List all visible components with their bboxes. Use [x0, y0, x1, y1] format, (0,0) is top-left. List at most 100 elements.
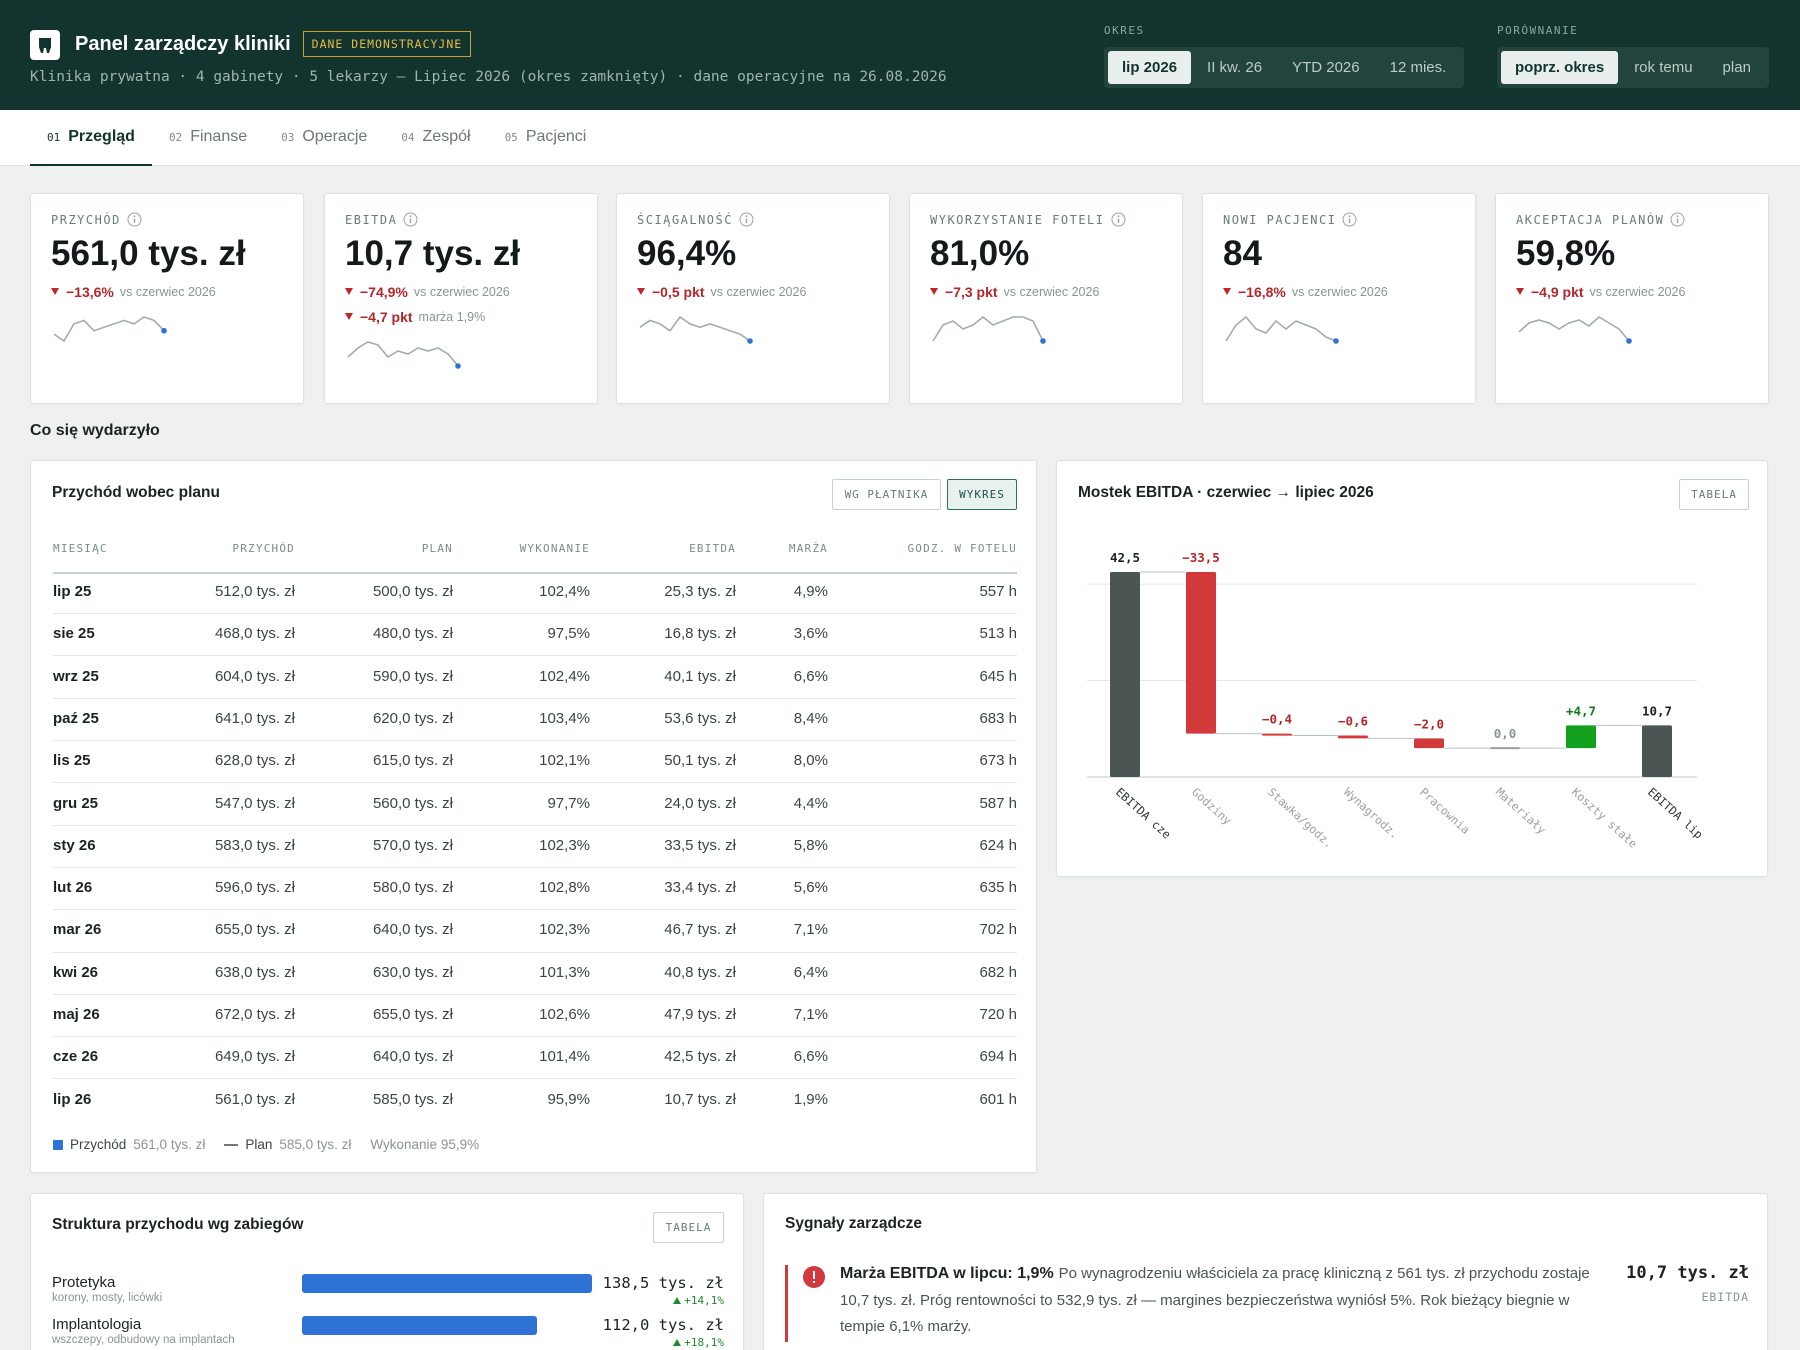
- info-dot: [1117, 215, 1119, 218]
- delta-value: −74,9%: [360, 284, 408, 300]
- sparkline: [932, 315, 1046, 344]
- table-cell: 3,6%: [793, 625, 828, 643]
- sparkline: [53, 316, 167, 343]
- table-cell: 46,7 tys. zł: [664, 921, 736, 939]
- tab-label: Zespół: [422, 128, 471, 145]
- waterfall-bar: [1642, 725, 1672, 777]
- alert-stem: [813, 1271, 815, 1279]
- segment-option[interactable]: YTD 2026: [1292, 59, 1360, 76]
- kpi-delta: −16,8% vs czerwiec 2026: [1223, 284, 1388, 300]
- revenue-bar: [302, 1274, 592, 1293]
- tab[interactable]: 02 Finanse: [152, 110, 264, 164]
- info-icon: [403, 212, 418, 227]
- legend-value: 561,0 tys. zł: [133, 1137, 206, 1152]
- kpi-label: ŚCIĄGALNOŚĆ: [637, 212, 733, 227]
- header-rule: [53, 572, 1017, 574]
- row-month: kwi 26: [53, 963, 99, 981]
- panel-button[interactable]: TABELA: [653, 1212, 724, 1243]
- waterfall-bar: [1414, 738, 1444, 749]
- table-cell: 33,4 tys. zł: [664, 879, 736, 897]
- table-cell: 683 h: [979, 709, 1017, 727]
- item-description: korony, mosty, licówki: [52, 1292, 163, 1304]
- header: Panel zarządczy kliniki DANE DEMONSTRACYJ…: [0, 0, 1800, 110]
- kpi-label: WYKORZYSTANIE FOTELI: [930, 212, 1105, 227]
- row-month: gru 25: [53, 794, 99, 812]
- segment-option[interactable]: rok temu: [1634, 59, 1693, 76]
- delta-value: −4,7 pkt: [360, 309, 413, 325]
- category-label: Godziny: [1189, 785, 1234, 828]
- row-month: mar 26: [53, 921, 102, 939]
- info-dot: [1349, 215, 1351, 218]
- signal-body: Po wynagrodzeniu właściciela za pracę kl…: [840, 1265, 1590, 1335]
- down-arrow-shape: [1516, 288, 1524, 295]
- kpi-card: AKCEPTACJA PLANÓW 59,8% −4,9 pkt vs czerwie…: [1495, 193, 1769, 404]
- kpi-value: 96,4%: [637, 234, 737, 273]
- down-arrow: [1516, 288, 1524, 295]
- bar-value-label: −33,5: [1182, 550, 1220, 565]
- kpi-card: WYKORZYSTANIE FOTELI 81,0% −7,3 pkt vs czer…: [909, 193, 1183, 404]
- panel-title: Przychód wobec planu: [52, 484, 220, 501]
- panel-button[interactable]: WYKRES: [947, 479, 1017, 510]
- table-cell: 655,0 tys. zł: [372, 1006, 453, 1023]
- table-cell: 7,1%: [793, 921, 828, 939]
- segment-option[interactable]: plan: [1722, 59, 1751, 76]
- table-cell: 560,0 tys. zł: [372, 794, 453, 812]
- kpi-label-row: PRZYCHÓD: [51, 212, 142, 227]
- row-rule: [53, 866, 1017, 868]
- sparkline-last-point: [1040, 338, 1046, 344]
- table-cell: 682 h: [979, 963, 1017, 981]
- info-circle: [739, 212, 754, 227]
- panel-button[interactable]: TABELA: [1679, 479, 1749, 510]
- table-cell: 1,9%: [793, 1090, 828, 1108]
- legend-execution: Wykonanie 95,9%: [370, 1137, 480, 1152]
- subtitle: Klinika prywatna · 4 gabinety · 5 lekarz…: [30, 69, 947, 85]
- table-cell: 102,6%: [539, 1006, 590, 1023]
- table-cell: 6,6%: [793, 1048, 828, 1066]
- sparkline: [347, 341, 461, 369]
- segment-option[interactable]: lip 2026: [1108, 51, 1192, 84]
- tab[interactable]: 03 Operacje: [264, 110, 384, 164]
- segmented-control: lip 2026 II kw. 26 YTD 2026 12 mies.: [1104, 47, 1465, 88]
- delta-note: vs czerwiec 2026: [413, 285, 510, 299]
- table-cell: 587 h: [979, 794, 1017, 812]
- segment-label: PORÓWNANIE: [1497, 24, 1579, 37]
- down-arrow: [1223, 288, 1231, 295]
- demo-badge: DANE DEMONSTRACYJNE: [302, 31, 472, 57]
- sparkline-line: [53, 316, 165, 343]
- kpi-label-row: NOWI PACJENCI: [1223, 212, 1357, 227]
- table-cell: 6,6%: [793, 667, 828, 685]
- kpi-card: EBITDA 10,7 tys. zł −74,9% vs czerwiec 2026…: [324, 193, 598, 404]
- table-cell: 615,0 tys. zł: [372, 752, 453, 770]
- ebitda-bridge-panel: Mostek EBITDA · czerwiec → lipiec 2026 TA…: [1056, 460, 1768, 877]
- up-arrow: [673, 1339, 682, 1346]
- tab[interactable]: 05 Pacjenci: [488, 110, 604, 164]
- panel-button[interactable]: WG PŁATNIKA: [832, 479, 941, 510]
- legend-value: 585,0 tys. zł: [279, 1137, 352, 1152]
- up-arrow: [673, 1297, 682, 1304]
- table-cell: 102,4%: [539, 667, 590, 685]
- tab-number: 01: [47, 130, 61, 144]
- kpi-delta: −0,5 pkt vs czerwiec 2026: [637, 284, 806, 300]
- tab[interactable]: 01 Przegląd: [30, 110, 152, 166]
- tab-label: Operacje: [302, 128, 368, 145]
- row-rule: [53, 655, 1017, 657]
- table-cell: 8,0%: [793, 752, 828, 770]
- table-cell: 512,0 tys. zł: [214, 583, 295, 600]
- kpi-value: 10,7 tys. zł: [345, 234, 521, 273]
- tab-label: Pacjenci: [525, 128, 587, 145]
- signal-caption: EBITDA: [1701, 1290, 1749, 1304]
- alert-dot: [813, 1281, 815, 1283]
- segment-option[interactable]: poprz. okres: [1501, 51, 1619, 84]
- app-title: Panel zarządczy kliniki: [75, 32, 291, 55]
- table-cell: 480,0 tys. zł: [372, 625, 453, 643]
- segment-option[interactable]: 12 mies.: [1389, 59, 1447, 76]
- tab[interactable]: 04 Zespół: [384, 110, 487, 164]
- kpi-label-row: ŚCIĄGALNOŚĆ: [637, 212, 754, 227]
- table-cell: 102,3%: [539, 836, 590, 854]
- table-cell: 40,1 tys. zł: [664, 667, 736, 685]
- signal-text: Marża EBITDA w lipcu: 1,9% Po wynagrodzen…: [840, 1261, 1592, 1341]
- segment-option[interactable]: II kw. 26: [1207, 59, 1263, 76]
- table-cell: 583,0 tys. zł: [214, 836, 295, 854]
- signal-accent: [785, 1265, 788, 1342]
